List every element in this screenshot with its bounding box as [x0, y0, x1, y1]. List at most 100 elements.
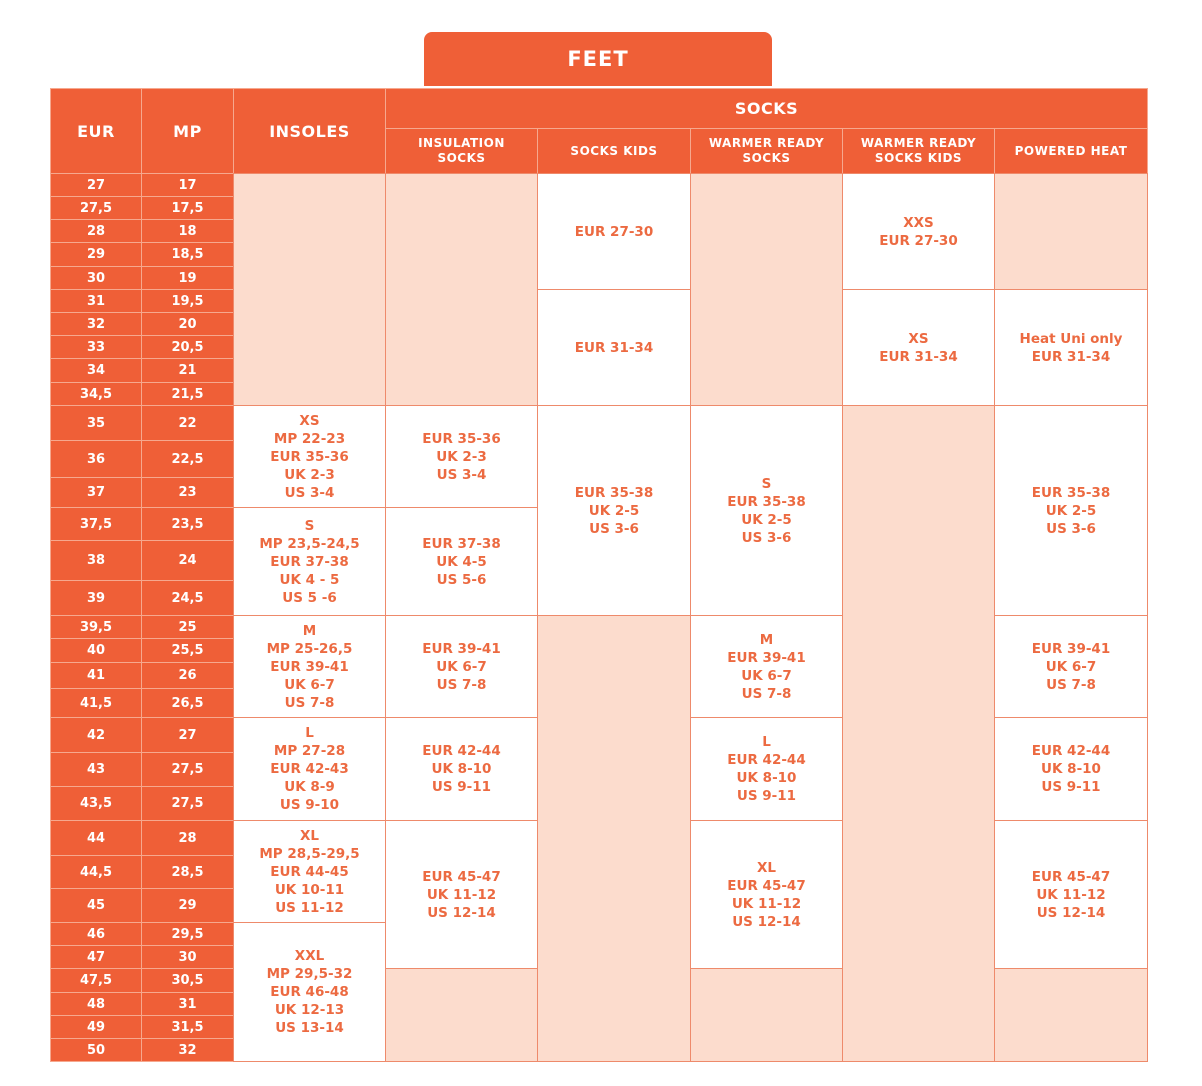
mp-size-cell: 30,5	[141, 968, 234, 993]
size-line: UK 6-7	[741, 667, 792, 684]
mp-size-cell: 32	[141, 1038, 234, 1062]
header-warmer-ready-socks-kids: WARMER READY SOCKS KIDS	[842, 128, 995, 174]
size-line: UK 4 - 5	[279, 571, 340, 588]
size-line: EUR 39-41	[422, 640, 501, 657]
eur-size-cell: 31	[50, 289, 142, 313]
powered-heat-empty-cell	[994, 968, 1148, 1062]
eur-size-cell: 41,5	[50, 688, 142, 718]
size-line: XS	[299, 412, 320, 429]
insulation-socks-size-cell: EUR 37-38 UK 4-5 US 5-6	[385, 507, 538, 616]
insoles-size-cell: S MP 23,5-24,5 EUR 37-38 UK 4 - 5 US 5 -6	[233, 507, 386, 616]
eur-size-cell: 47	[50, 945, 142, 969]
size-line: MP 23,5-24,5	[259, 535, 360, 552]
mp-size-cell: 22,5	[141, 440, 234, 478]
size-line: US 7-8	[1046, 676, 1096, 693]
eur-size-cell: 34	[50, 358, 142, 383]
header-socks-kids: SOCKS KIDS	[537, 128, 691, 174]
size-line: EUR 45-47	[727, 877, 806, 894]
header-mp: MP	[141, 88, 234, 174]
size-line: UK 11-12	[1036, 886, 1106, 903]
mp-size-cell: 18,5	[141, 242, 234, 267]
eur-size-cell: 46	[50, 922, 142, 946]
warmer-ready-socks-size-cell: S EUR 35-38 UK 2-5 US 3-6	[690, 405, 843, 616]
size-line: US 9-11	[736, 788, 797, 804]
socks-kids-empty-cell	[537, 615, 691, 1062]
size-line: EUR 35-38	[727, 493, 806, 510]
eur-size-cell: 27	[50, 173, 142, 197]
eur-size-cell: 34,5	[50, 382, 142, 406]
mp-size-cell: 23	[141, 477, 234, 508]
mp-size-cell: 19,5	[141, 289, 234, 313]
size-line: EUR 35-38	[574, 484, 654, 501]
eur-size-cell: 45	[50, 888, 142, 923]
mp-size-cell: 24,5	[141, 580, 234, 616]
size-line: EUR 42-43	[270, 761, 349, 777]
size-line: XL	[299, 827, 319, 844]
size-line: EUR 31-34	[574, 339, 654, 356]
size-line: EUR 37-38	[270, 553, 349, 570]
size-line: UK 6-7	[284, 676, 335, 693]
size-line: EUR 27-30	[574, 223, 654, 240]
warmer-ready-socks-kids-size-cell: XS EUR 31-34	[842, 289, 995, 406]
socks-kids-size-cell: EUR 27-30	[537, 173, 691, 290]
size-line: XL	[756, 859, 776, 876]
mp-size-cell: 17,5	[141, 196, 234, 220]
size-line: US 3-6	[741, 529, 792, 546]
size-line: EUR 37-38	[422, 535, 501, 552]
socks-kids-size-cell: EUR 35-38 UK 2-5 US 3-6	[537, 405, 691, 616]
eur-size-cell: 37,5	[50, 507, 142, 541]
size-line: US 12-14	[732, 913, 801, 930]
socks-kids-size-cell: EUR 31-34	[537, 289, 691, 406]
size-line: UK 4-5	[436, 553, 487, 570]
size-line: EUR 35-36	[422, 430, 501, 447]
powered-heat-size-cell: EUR 35-38 UK 2-5 US 3-6	[994, 405, 1148, 616]
header-socks: SOCKS	[385, 88, 1148, 129]
eur-size-cell: 40	[50, 638, 142, 663]
eur-size-cell: 38	[50, 540, 142, 581]
eur-size-cell: 28	[50, 219, 142, 243]
size-line: US 3-6	[1046, 520, 1096, 537]
size-line: UK 2-5	[588, 502, 640, 519]
size-line: UK 2-5	[1045, 502, 1097, 519]
warmer-ready-socks-kids-size-cell: XXS EUR 27-30	[842, 173, 995, 290]
eur-size-cell: 32	[50, 312, 142, 336]
mp-size-cell: 25,5	[141, 638, 234, 663]
eur-size-cell: 36	[50, 440, 142, 478]
powered-heat-size-cell: EUR 39-41 UK 6-7 US 7-8	[994, 615, 1148, 718]
mp-size-cell: 31	[141, 992, 234, 1016]
size-line: UK 11-12	[426, 886, 497, 903]
mp-size-cell: 21	[141, 358, 234, 383]
size-line: MP 27-28	[273, 743, 346, 759]
eur-size-cell: 41	[50, 662, 142, 689]
size-line: EUR 44-45	[270, 863, 349, 880]
size-line: MP 29,5-32	[266, 966, 353, 982]
size-line: UK 2-3	[436, 448, 487, 465]
size-line: EUR 42-44	[422, 743, 501, 759]
size-line: UK 2-5	[741, 511, 792, 528]
size-line: L	[762, 734, 771, 750]
size-line: US 12-14	[1036, 904, 1106, 921]
size-line: US 3-6	[589, 520, 639, 537]
insoles-size-cell: M MP 25-26,5 EUR 39-41 UK 6-7 US 7-8	[233, 615, 386, 718]
insoles-size-cell: XL MP 28,5-29,5 EUR 44-45 UK 10-11 US 11-12	[233, 820, 386, 923]
mp-size-cell: 22	[141, 405, 234, 441]
header-eur: EUR	[50, 88, 142, 174]
size-line: US 3-4	[284, 484, 335, 501]
size-line: EUR 39-41	[727, 649, 806, 666]
size-line: S	[304, 517, 315, 534]
mp-size-cell: 31,5	[141, 1015, 234, 1039]
mp-size-cell: 23,5	[141, 507, 234, 541]
mp-size-cell: 27	[141, 717, 234, 753]
size-line: Heat Uni only	[1019, 330, 1123, 347]
size-line: US 9-11	[431, 779, 492, 795]
size-line: US 5-6	[436, 571, 487, 588]
size-line: US 5 -6	[282, 589, 337, 606]
header-insoles: INSOLES	[233, 88, 386, 174]
powered-heat-empty-cell	[994, 173, 1148, 290]
size-line: US 9-10	[279, 797, 340, 813]
eur-size-cell: 43,5	[50, 786, 142, 821]
eur-size-cell: 43	[50, 752, 142, 787]
size-line: EUR 42-44	[727, 752, 806, 768]
insoles-empty-cell	[233, 173, 386, 406]
mp-size-cell: 25	[141, 615, 234, 639]
